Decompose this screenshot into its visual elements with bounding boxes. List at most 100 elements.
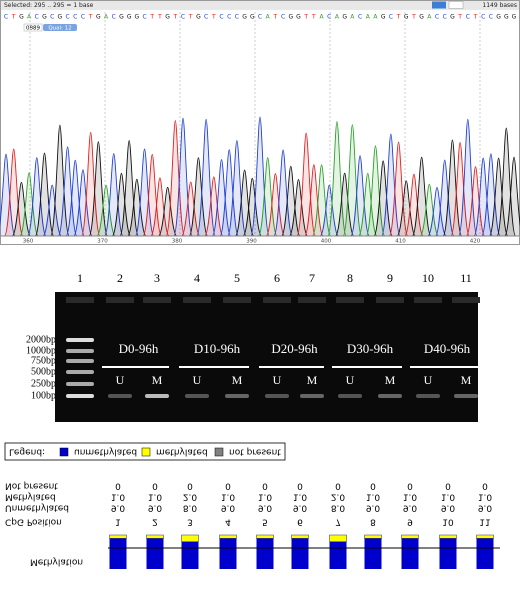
trace-peak — [19, 172, 39, 237]
cpg-position: 8 — [370, 517, 376, 527]
not-present-value: 0 — [152, 481, 158, 491]
trace-peak — [496, 127, 517, 237]
nav-forward[interactable] — [432, 1, 446, 9]
base-call: C — [258, 14, 262, 21]
position-label: 360 — [23, 239, 34, 245]
base-call: G — [296, 14, 301, 21]
position-label: 410 — [395, 239, 406, 245]
cpg-position: 4 — [225, 517, 231, 527]
trace-peak — [365, 145, 386, 237]
trace-peak — [296, 132, 316, 237]
base-call: T — [172, 14, 177, 21]
legend-swatch — [214, 447, 224, 457]
trace-peak — [450, 142, 470, 237]
base-call: C — [81, 14, 85, 21]
base-call: T — [273, 14, 278, 21]
lane-number: 11 — [460, 271, 472, 285]
base-call: G — [288, 14, 293, 21]
base-label: 0889 — [26, 25, 40, 31]
legend-title: Legend: — [9, 447, 45, 457]
base-call: A — [266, 14, 271, 21]
methylated-bar — [439, 534, 457, 539]
gel-well — [298, 297, 326, 303]
unmethylated-bar — [291, 538, 309, 569]
base-call: T — [411, 14, 416, 21]
gel-well — [452, 297, 480, 303]
trace-peak — [434, 159, 455, 237]
trace-peak — [304, 164, 324, 237]
methylated-bar — [146, 534, 164, 539]
unmethylated-value: 9.0 — [258, 503, 273, 513]
methylated-value: 1.0 — [441, 492, 456, 502]
trace-peak — [3, 148, 24, 237]
cpg-position: 7 — [335, 517, 341, 527]
base-call: G — [250, 14, 255, 21]
not-present-value: 0 — [262, 481, 268, 491]
base-call: T — [211, 14, 216, 21]
gel-band — [338, 394, 362, 398]
base-call: C — [204, 14, 208, 21]
gel-well — [263, 297, 291, 303]
base-call: C — [481, 14, 485, 21]
unmethylated-value: 9.0 — [111, 503, 126, 513]
group-label: D10-96h — [194, 341, 241, 356]
base-call: T — [11, 14, 16, 21]
unmethylated-value: 8.0 — [331, 503, 346, 513]
gel-well — [223, 297, 251, 303]
trace-peak — [57, 146, 78, 237]
cpg-position: 11 — [479, 517, 490, 527]
ladder-band — [66, 382, 94, 386]
not-present-value: 0 — [335, 481, 341, 491]
ladder-label: 500bp — [31, 366, 56, 377]
unmethylated-value: 9.0 — [478, 503, 493, 513]
gel-well — [106, 297, 134, 303]
base-call: A — [427, 14, 432, 21]
gel-band — [108, 394, 132, 398]
base-call: C — [281, 14, 285, 21]
base-call: G — [496, 14, 501, 21]
trace-peak — [396, 180, 416, 237]
position-label: 420 — [470, 239, 481, 245]
base-call: T — [473, 14, 478, 21]
row-label: Not present — [5, 481, 58, 491]
unmethylated-bar — [219, 538, 237, 569]
lane-m: M — [232, 373, 243, 387]
cpg-position: 2 — [152, 517, 158, 527]
gel-band — [185, 394, 209, 398]
gel-band — [300, 394, 324, 398]
methylated-bar — [256, 534, 274, 539]
base-call: C — [435, 14, 439, 21]
base-call: G — [165, 14, 170, 21]
position-label: 380 — [172, 239, 183, 245]
nav-back[interactable] — [448, 1, 464, 9]
methylated-bar — [401, 534, 419, 539]
trace-peak — [111, 172, 132, 237]
trace-peak — [0, 153, 16, 237]
unmethylated-bar — [109, 538, 127, 569]
trace-peak — [50, 124, 70, 237]
trace-peak — [257, 157, 278, 237]
methylated-value: 2.0 — [331, 492, 346, 502]
selection-status: Selected: 295 .. 295 = 1 base — [4, 2, 94, 9]
base-call: C — [181, 14, 185, 21]
base-call: G — [135, 14, 140, 21]
base-call: G — [127, 14, 132, 21]
not-present-value: 0 — [482, 481, 488, 491]
trace-peak — [373, 160, 393, 237]
gel-well — [336, 297, 364, 303]
gel-band — [416, 394, 440, 398]
gel-well — [183, 297, 211, 303]
unmethylated-value: 9.0 — [293, 503, 308, 513]
gel-well — [376, 297, 404, 303]
methylated-value: 1.0 — [111, 492, 126, 502]
not-present-value: 0 — [370, 481, 376, 491]
base-call: A — [366, 14, 371, 21]
trace-peak — [227, 140, 247, 237]
base-call: C — [489, 14, 493, 21]
gel-band — [378, 394, 402, 398]
ladder-label: 250bp — [31, 378, 56, 389]
trace-peak — [196, 118, 216, 237]
trace-peak — [157, 186, 178, 237]
gel-band — [265, 394, 289, 398]
base-call: G — [404, 14, 409, 21]
